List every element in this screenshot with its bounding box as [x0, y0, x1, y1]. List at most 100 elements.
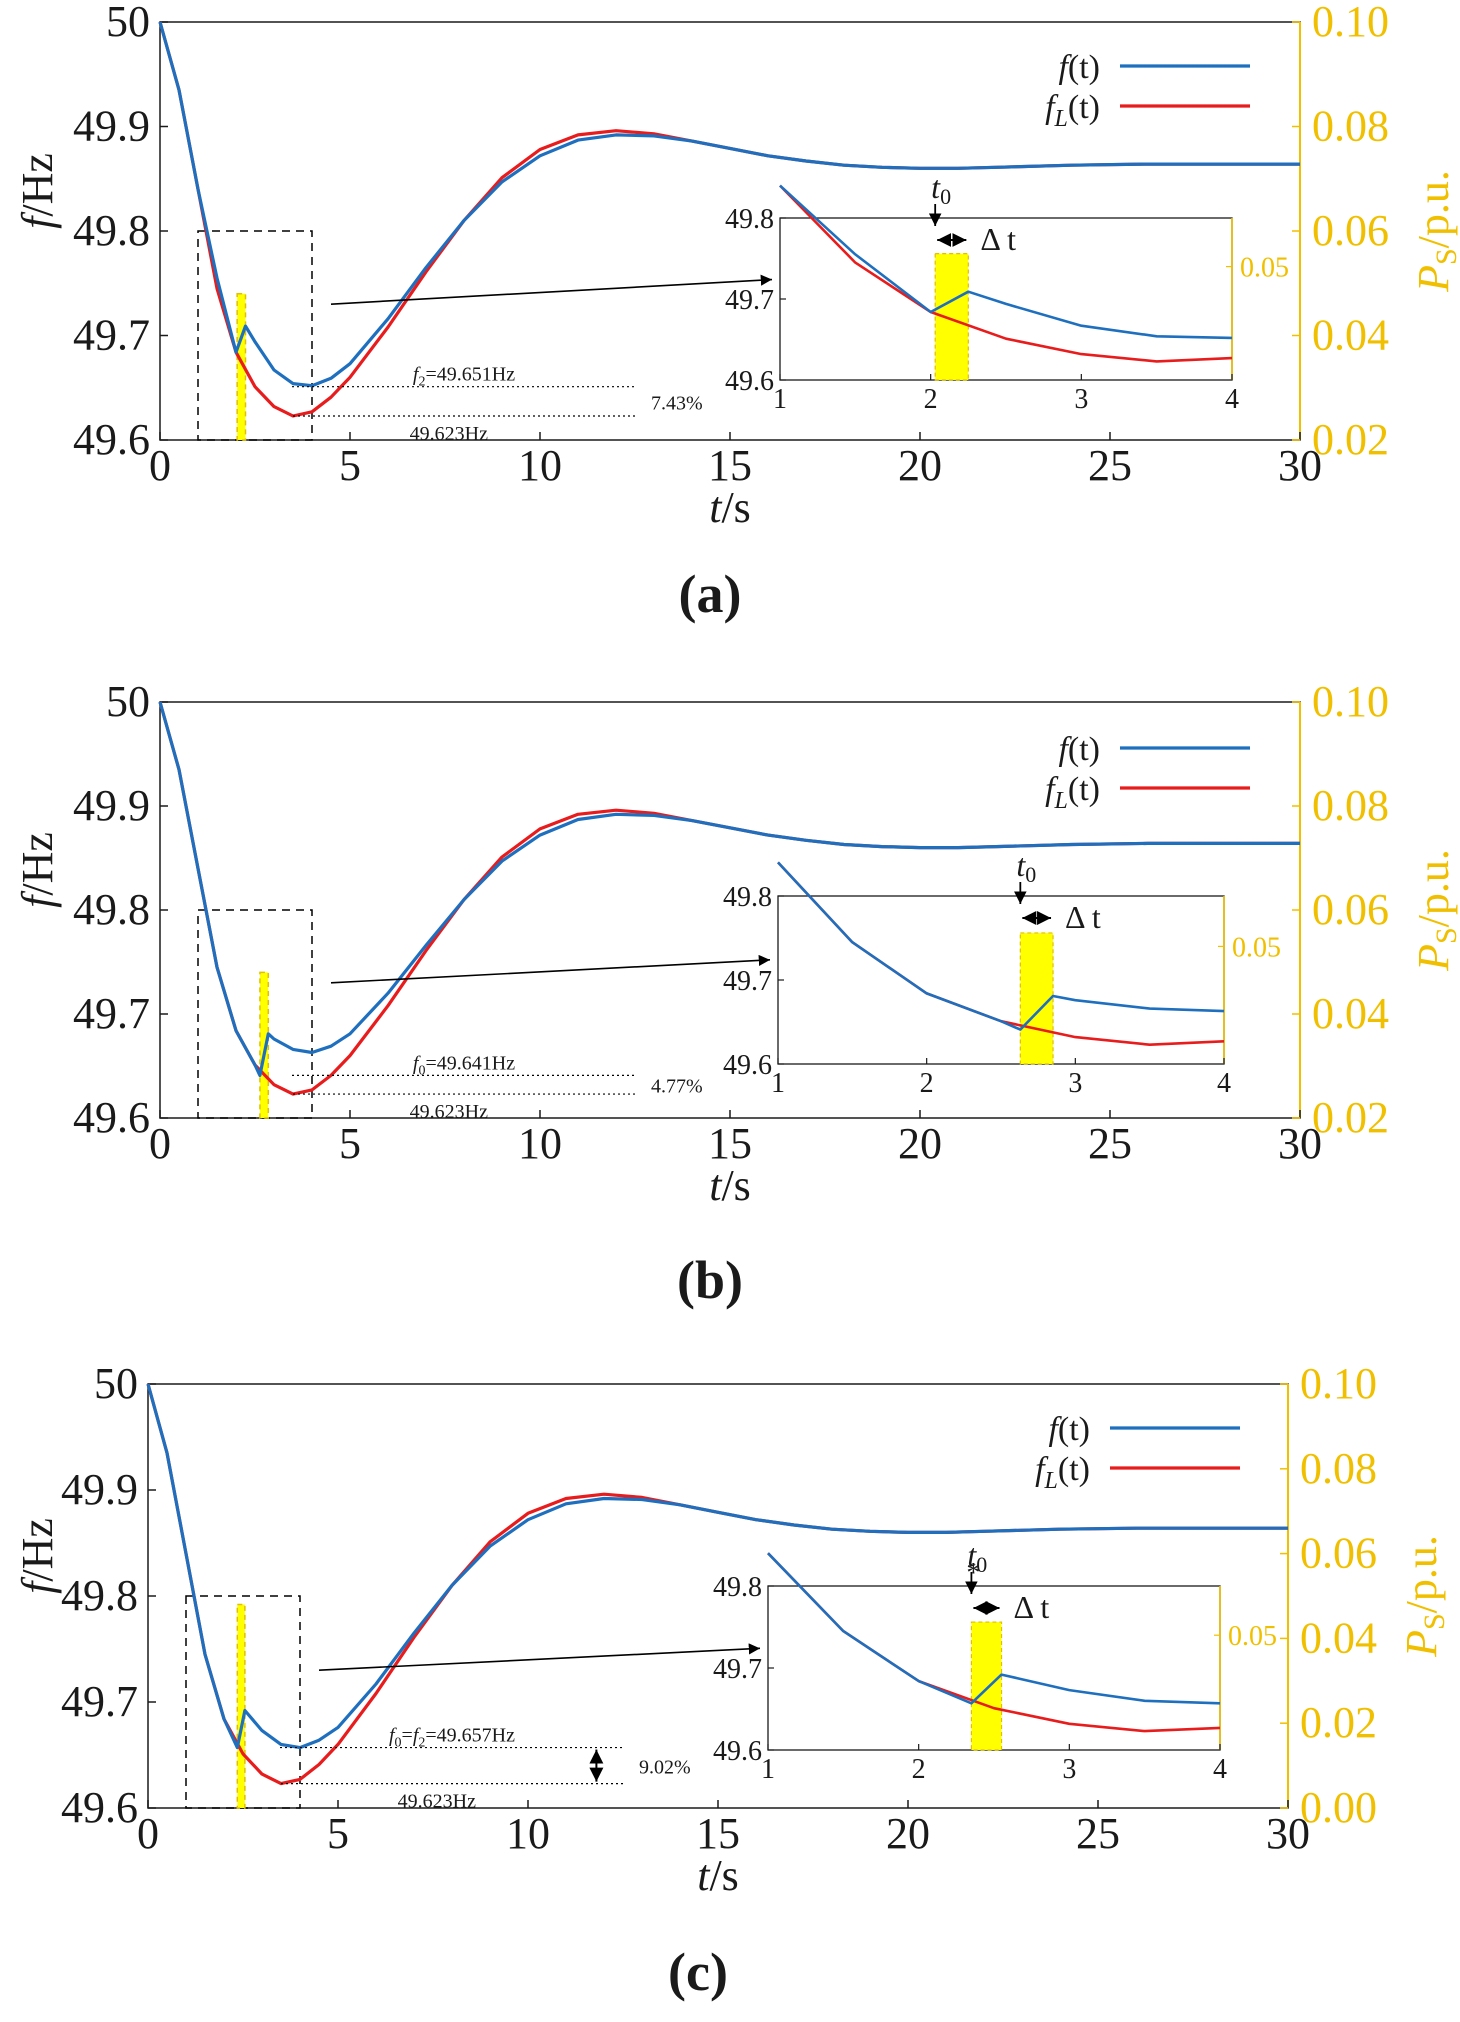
inset-x-tick-label: 4	[1225, 384, 1239, 415]
legend-fL-label: fL(t)	[1045, 89, 1100, 132]
x-tick-label: 25	[1088, 1119, 1132, 1168]
inset-x-tick-label: 1	[761, 1754, 775, 1785]
fL-min-label: 49.623Hz	[398, 1791, 476, 1813]
t0-label: t0	[1016, 847, 1036, 887]
f-min-label: f0=f2=49.657Hz	[389, 1725, 515, 1751]
y-axis-title: f/Hz	[13, 1518, 62, 1594]
inset-y-tick-label: 49.7	[725, 285, 774, 316]
panel-1: 0 5 10 15 20 25 3049.649.749.849.9500.020.040.…	[13, 0, 1460, 624]
x-tick-label: 20	[898, 441, 942, 490]
inset-power-bar	[970, 1621, 1003, 1751]
y-tick-label: 49.8	[61, 1571, 138, 1620]
f-min-eq: =49.641Hz	[425, 1052, 515, 1074]
y2-axis-var: P	[1409, 944, 1458, 972]
inset-x-tick-label: 2	[912, 1754, 926, 1785]
legend-fL-label: fL(t)	[1035, 1451, 1090, 1494]
f-min-sub: 0	[418, 1063, 425, 1078]
x-axis-title: t/s	[709, 1161, 751, 1210]
y2-tick-label: 0.02	[1300, 1698, 1377, 1747]
y2-tick-label: 0.06	[1300, 1529, 1377, 1578]
y-tick-label: 49.7	[73, 311, 150, 360]
x-tick-label: 30	[1278, 441, 1322, 490]
percent-label: 7.43%	[651, 392, 703, 414]
x-tick-label: 0	[149, 1119, 171, 1168]
legend-f-args: (t)	[1068, 731, 1100, 768]
inset-x-tick-label: 3	[1062, 1754, 1076, 1785]
f-min-var: f	[413, 1052, 421, 1074]
y2-tick-label: 0.08	[1312, 781, 1389, 830]
t0-var: t	[967, 1537, 977, 1573]
panel-2: 0 5 10 15 20 25 3049.649.749.849.9500.020.040.…	[13, 677, 1460, 1310]
inset-y-tick-label: 49.6	[723, 1050, 772, 1081]
y-axis-unit: /Hz	[13, 832, 62, 896]
legend-f-label: f(t)	[1058, 731, 1100, 768]
x-tick-label: 25	[1076, 1809, 1120, 1858]
legend-fL-sub: L	[1054, 788, 1068, 814]
inset-series-f-line	[777, 861, 1225, 1031]
x-tick-label: 25	[1088, 441, 1132, 490]
x-tick-label: 30	[1278, 1119, 1322, 1168]
legend-fL-sub: L	[1044, 1468, 1058, 1494]
series-f-line	[146, 1383, 1288, 1750]
delta-t-label: Δ t	[1065, 899, 1101, 935]
inset-frame	[779, 217, 1233, 381]
f-min-var: f	[389, 1725, 397, 1747]
y-tick-label: 49.9	[61, 1465, 138, 1514]
inset: 1 2 3 4 49.6 49.7 49.8 0.05 t0 Δ t	[725, 169, 1289, 415]
f-min-var: f	[413, 364, 421, 386]
f-min-label: f0=49.641Hz	[413, 1052, 515, 1078]
y-tick-label: 49.7	[61, 1677, 138, 1726]
y2-axis-unit: /p.u.	[1409, 170, 1458, 248]
x-tick-label: 30	[1266, 1809, 1310, 1858]
inset-series-fL-line	[779, 184, 1233, 363]
y2-tick-label: 0.02	[1312, 1093, 1389, 1142]
inset-power-bar	[1019, 932, 1054, 1065]
y-axis-title: f/Hz	[13, 832, 62, 908]
zoom-pointer-arrow	[318, 1643, 761, 1671]
y-axis-unit: /Hz	[13, 1518, 62, 1582]
x-tick-label: 0	[149, 441, 171, 490]
zoom-box	[197, 230, 313, 441]
fL-min-label: 49.623Hz	[410, 1101, 488, 1123]
inset-y-tick-label: 49.8	[723, 882, 772, 913]
f-min-var2: f	[413, 1725, 421, 1747]
y2-tick-label: 0.00	[1300, 1783, 1377, 1832]
delta-t-label: Δ t	[980, 221, 1016, 257]
y-tick-label: 50	[106, 677, 150, 726]
inset: 1 2 3 4 49.6 49.7 49.8 0.05 t0 Δ t	[723, 847, 1281, 1099]
inset-y-tick-label: 49.8	[725, 204, 774, 235]
x-tick-label: 10	[518, 1119, 562, 1168]
x-tick-label: 15	[696, 1809, 740, 1858]
y2-axis-sub: S	[1430, 248, 1460, 265]
y2-axis-title: PS/p.u.	[1397, 1535, 1451, 1658]
x-axis-var: t	[709, 483, 723, 532]
x-axis-var: t	[697, 1851, 711, 1900]
f-min-sub: 0	[395, 1736, 402, 1751]
x-tick-label: 5	[327, 1809, 349, 1858]
inset-x-tick-label: 4	[1213, 1754, 1227, 1785]
y-tick-label: 49.9	[73, 102, 150, 151]
y-tick-label: 49.7	[73, 989, 150, 1038]
zoom-pointer-arrow	[330, 274, 773, 305]
y-tick-label: 49.8	[73, 206, 150, 255]
x-tick-label: 20	[898, 1119, 942, 1168]
legend-f-args: (t)	[1068, 49, 1100, 86]
f-min-eq: =49.657Hz	[425, 1725, 515, 1747]
panel-label: (b)	[677, 1250, 743, 1310]
inset-frame	[777, 895, 1225, 1065]
x-axis-title: t/s	[709, 483, 751, 532]
x-axis-unit: /s	[721, 483, 750, 532]
panel-3: 0 5 10 15 20 25 3049.649.749.849.9500.000.020.…	[13, 1359, 1451, 2002]
inset-x-tick-label: 4	[1217, 1068, 1231, 1099]
inset-x-tick-label: 3	[1068, 1068, 1082, 1099]
legend-fL-label: fL(t)	[1045, 771, 1100, 814]
x-tick-label: 10	[506, 1809, 550, 1858]
y-axis-unit: /Hz	[13, 153, 62, 217]
power-bar	[259, 971, 270, 1119]
x-axis-var: t	[709, 1161, 723, 1210]
panel-label: (c)	[668, 1942, 728, 2002]
y2-tick-label: 0.04	[1312, 989, 1389, 1038]
inset-series-f-line	[767, 1552, 1221, 1705]
percent-label: 4.77%	[651, 1076, 703, 1098]
